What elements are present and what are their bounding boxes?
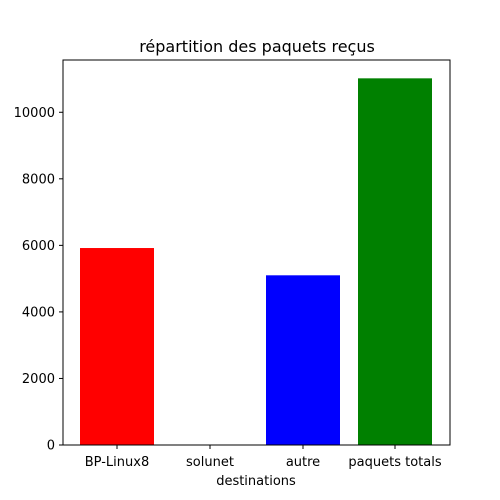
y-tick-label: 8000	[22, 172, 55, 187]
x-axis-ticks: BP-Linux8 solunet autre paquets totals	[85, 445, 442, 470]
y-tick-label: 0	[47, 439, 55, 454]
bar-paquets-totals	[358, 78, 432, 445]
x-tick-label: paquets totals	[348, 455, 441, 470]
plot-frame	[62, 59, 451, 446]
x-tick-label: solunet	[186, 455, 234, 470]
y-tick-label: 4000	[22, 305, 55, 320]
x-axis-label: destinations	[216, 474, 296, 489]
bar-bp-linux8	[80, 248, 154, 445]
y-tick-label: 6000	[22, 239, 55, 254]
bar-autre	[266, 275, 340, 445]
y-axis-ticks: 0 2000 4000 6000 8000 10000	[14, 106, 63, 454]
y-tick-label: 10000	[14, 106, 55, 121]
bars-layer	[80, 78, 432, 445]
y-tick-label: 2000	[22, 372, 55, 387]
x-tick-label: autre	[286, 455, 320, 470]
chart-title: répartition des paquets reçus	[139, 37, 375, 56]
x-tick-label: BP-Linux8	[85, 455, 149, 470]
